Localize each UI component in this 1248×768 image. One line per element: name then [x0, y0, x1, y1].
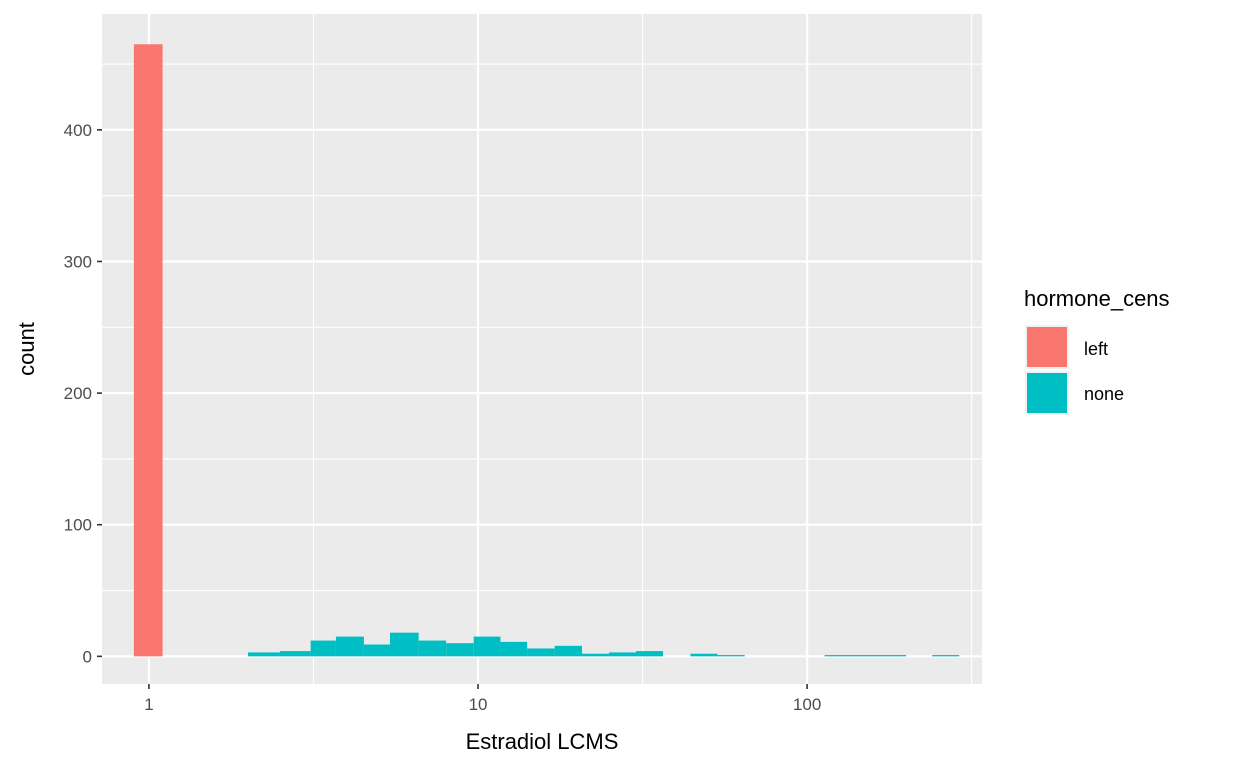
bar-none	[363, 644, 390, 657]
y-tick-label: 0	[83, 647, 92, 666]
y-tick-label: 300	[64, 252, 92, 271]
plot-panel	[102, 14, 982, 684]
bar-none	[279, 651, 311, 657]
legend-swatch-left	[1027, 327, 1067, 367]
bar-none	[878, 655, 907, 657]
bar-none	[248, 652, 280, 657]
bar-none	[690, 653, 718, 657]
bar-none	[635, 651, 664, 657]
y-tick-label: 200	[64, 384, 92, 403]
x-tick-label: 1	[144, 695, 153, 714]
x-axis-title: Estradiol LCMS	[466, 729, 619, 754]
bar-none	[717, 655, 745, 657]
y-tick-label: 400	[64, 121, 92, 140]
bar-none	[418, 640, 447, 657]
legend-label-none: none	[1084, 384, 1124, 404]
bar-none	[335, 636, 364, 657]
legend-swatch-none	[1027, 373, 1067, 413]
bar-none	[824, 655, 853, 657]
bar-none	[446, 643, 474, 657]
x-axis: 1 10 100	[144, 684, 821, 714]
x-tick-label: 100	[793, 695, 821, 714]
bar-none	[932, 655, 960, 657]
bar-none	[500, 641, 528, 657]
bar-none	[554, 645, 583, 657]
bar-none	[527, 648, 555, 657]
bar-none	[582, 653, 609, 657]
y-tick-label: 100	[64, 516, 92, 535]
bar-none	[310, 640, 336, 657]
bar-none	[608, 652, 636, 657]
legend-label-left: left	[1084, 339, 1108, 359]
bar-none	[473, 636, 501, 657]
legend: hormone_cens left none	[1024, 286, 1170, 415]
y-axis-title: count	[14, 322, 39, 376]
bar-none	[389, 632, 419, 657]
grid-minor	[102, 14, 982, 684]
legend-title: hormone_cens	[1024, 286, 1170, 311]
bar-left	[133, 44, 163, 657]
y-axis: 0 100 200 300 400	[64, 121, 102, 666]
bar-none	[852, 655, 879, 657]
histogram-bars	[133, 44, 960, 657]
x-tick-label: 10	[469, 695, 488, 714]
